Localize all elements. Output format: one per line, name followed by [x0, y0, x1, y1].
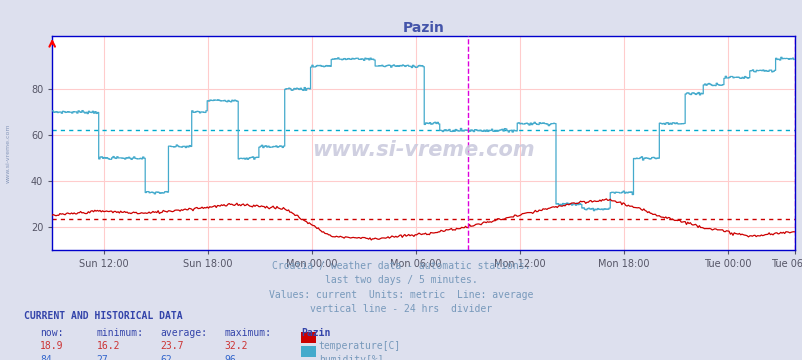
Text: www.si-vreme.com: www.si-vreme.com: [312, 140, 534, 159]
Text: temperature[C]: temperature[C]: [318, 341, 400, 351]
Text: Pazin: Pazin: [301, 328, 330, 338]
Text: 32.2: 32.2: [225, 341, 248, 351]
Text: www.si-vreme.com: www.si-vreme.com: [6, 123, 10, 183]
Text: last two days / 5 minutes.: last two days / 5 minutes.: [325, 275, 477, 285]
Text: 18.9: 18.9: [40, 341, 63, 351]
Text: now:: now:: [40, 328, 63, 338]
Text: Croatia / weather data - automatic stations.: Croatia / weather data - automatic stati…: [272, 261, 530, 271]
Text: 27: 27: [96, 355, 108, 360]
Text: 62: 62: [160, 355, 172, 360]
Text: vertical line - 24 hrs  divider: vertical line - 24 hrs divider: [310, 304, 492, 314]
Text: 23.7: 23.7: [160, 341, 184, 351]
Text: humidity[%]: humidity[%]: [318, 355, 383, 360]
Text: Values: current  Units: metric  Line: average: Values: current Units: metric Line: aver…: [269, 290, 533, 300]
Text: maximum:: maximum:: [225, 328, 272, 338]
Text: 84: 84: [40, 355, 52, 360]
Text: 96: 96: [225, 355, 237, 360]
Text: average:: average:: [160, 328, 208, 338]
Text: CURRENT AND HISTORICAL DATA: CURRENT AND HISTORICAL DATA: [24, 311, 183, 321]
Title: Pazin: Pazin: [402, 21, 444, 35]
Text: 16.2: 16.2: [96, 341, 119, 351]
Text: minimum:: minimum:: [96, 328, 144, 338]
